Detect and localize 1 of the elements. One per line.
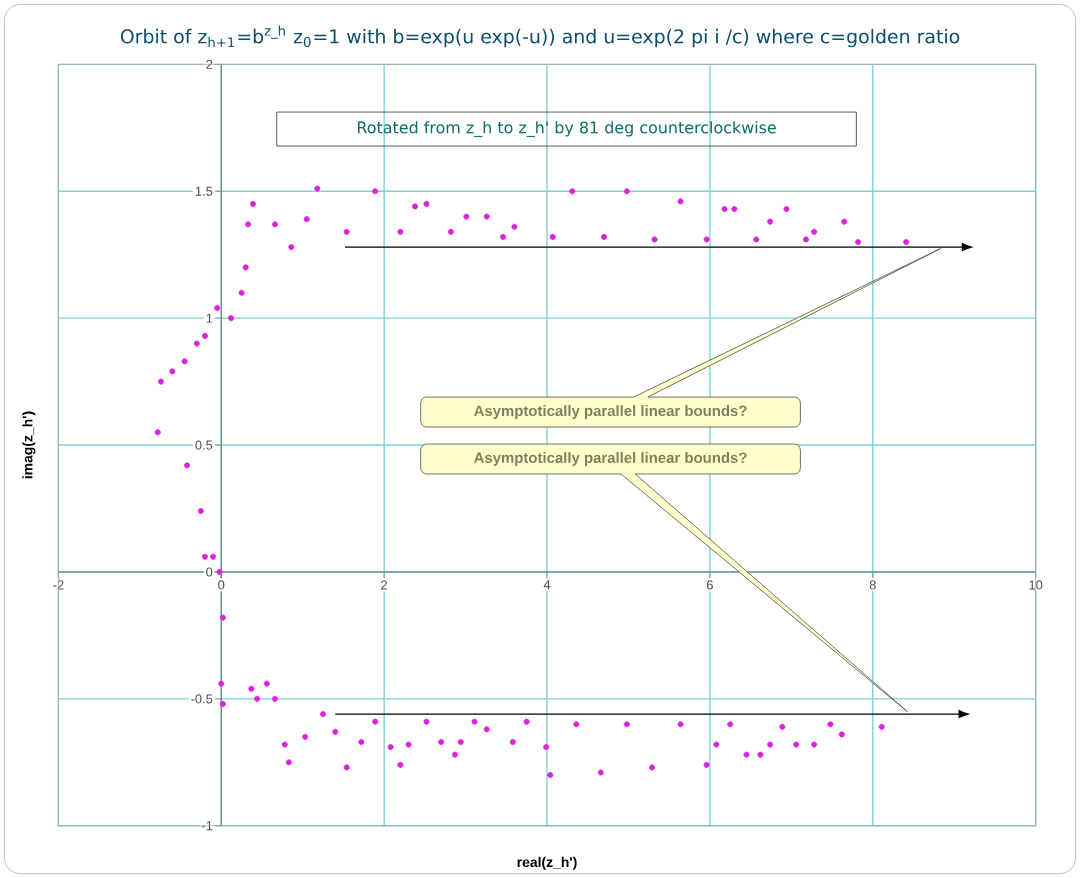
- chart-title: Orbit of z$_{h+1}$=b$^{z_h}$ z$_{0}$=1 with b=exp(u exp(-u)) and u=exp(2 pi i /c) where c=golden ratio: [120, 25, 960, 48]
